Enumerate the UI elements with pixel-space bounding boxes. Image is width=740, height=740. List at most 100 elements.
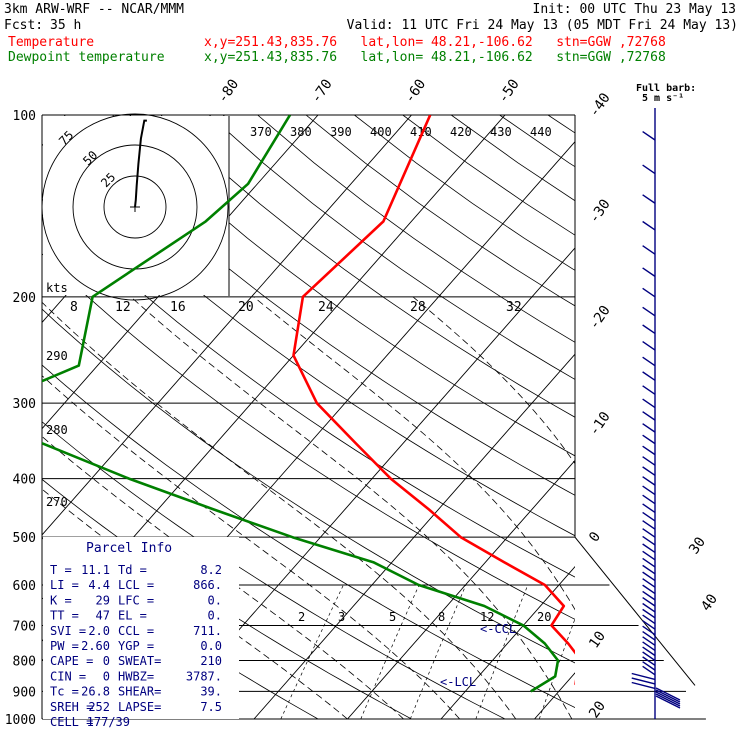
wind-barb <box>631 681 656 690</box>
dry-adiabat-line <box>42 364 575 709</box>
parcel-info-panel: Parcel Info T = 11.1 Td = 8.2 LI = 4.4 LCL = 866… <box>43 537 239 729</box>
wind-barb <box>642 485 656 496</box>
parcel-key: K = <box>50 593 72 607</box>
dry-adiabat-line <box>547 115 575 134</box>
isotherm-label: 10 <box>586 628 609 651</box>
wind-barb <box>642 456 656 466</box>
parcel-value: 0. <box>208 593 222 607</box>
legend-dewpoint-info: x,y=251.43,835.76 lat,lon= 48.21,-106.62… <box>204 50 666 65</box>
forecast-hours: 35 h <box>50 18 82 33</box>
mixing-ratio-label: 5 <box>389 610 396 624</box>
dry-adiabat-line <box>596 115 740 719</box>
isotherm-label: -30 <box>586 197 614 227</box>
forecast-label: Fcst: <box>4 18 44 33</box>
wind-barb <box>642 164 656 175</box>
isotherm-label: -70 <box>308 76 336 106</box>
parcel-key: SWEAT= <box>118 654 161 668</box>
hodograph-ring <box>41 113 229 301</box>
hodograph-speed-tick: 32 <box>506 300 522 315</box>
dry-adiabat-line <box>160 115 575 418</box>
wind-barb <box>642 578 656 588</box>
dry-adiabat-label: 270 <box>46 495 68 509</box>
pressure-tick-label: 600 <box>13 579 36 594</box>
parcel-value: 29 <box>96 593 110 607</box>
wind-barb <box>642 535 656 546</box>
mixing-ratio-line <box>597 585 642 719</box>
hodograph-speed-tick: 12 <box>115 300 131 315</box>
parcel-key: LCL = <box>118 578 154 592</box>
mixing-ratio-label: 12 <box>480 610 494 624</box>
wind-barb <box>631 677 656 685</box>
isotherm-line <box>440 566 575 719</box>
dry-adiabat-line <box>42 253 575 620</box>
wind-barb <box>642 543 656 554</box>
moist-adiabat-line <box>42 301 517 719</box>
wind-barb <box>642 220 656 231</box>
ccl-marker: <-CCL <box>480 622 516 636</box>
wind-barb <box>642 306 656 317</box>
mixing-ratio-line <box>360 584 420 719</box>
wind-barb <box>642 356 656 367</box>
parcel-value: 0 <box>103 669 110 683</box>
isotherm-label: -20 <box>586 303 614 333</box>
wind-barb <box>642 661 656 671</box>
wind-barb <box>655 689 681 703</box>
model-title: 3km ARW-WRF -- NCAR/MMM <box>4 2 185 17</box>
hodograph-speed-tick: 16 <box>170 300 186 315</box>
wind-barb <box>642 602 656 613</box>
isotherm-label: -50 <box>495 76 523 106</box>
wind-barb <box>642 503 656 514</box>
isotherm-line <box>722 115 740 719</box>
parcel-value: 866. <box>193 578 222 592</box>
theta-label: 400 <box>370 125 392 139</box>
pressure-tick-label: 700 <box>13 619 36 634</box>
dry-adiabat-line <box>305 115 575 307</box>
mixing-ratio-label: 2 <box>298 610 305 624</box>
theta-label: 370 <box>250 125 272 139</box>
parcel-key: SVI = <box>50 624 86 638</box>
pressure-tick-label: 400 <box>13 473 36 488</box>
wind-barb <box>642 636 656 646</box>
hodograph-speed-tick: 8 <box>70 300 78 315</box>
wind-barb <box>642 341 656 351</box>
isotherm-line <box>534 672 575 719</box>
init-time: Init: 00 UTC Thu 23 May 13 <box>532 2 737 17</box>
parcel-key: Td = <box>118 563 147 577</box>
theta-label: 440 <box>530 125 552 139</box>
parcel-key: SREH = <box>50 700 93 714</box>
wind-barb <box>642 571 656 582</box>
isotherm-label: 20 <box>586 698 609 721</box>
wind-barb <box>642 630 656 641</box>
dry-adiabat-label: 280 <box>46 423 68 437</box>
isotherm-line <box>160 247 575 719</box>
parcel-value: 252 <box>88 700 110 714</box>
theta-label: 410 <box>410 125 432 139</box>
pressure-tick-label: 500 <box>13 531 36 546</box>
theta-label: 380 <box>290 125 312 139</box>
wind-barb <box>655 693 681 707</box>
mixing-ratio-label: 20 <box>537 610 551 624</box>
hodograph-speed-tick: 24 <box>318 300 334 315</box>
isotherm-label: -40 <box>586 90 614 120</box>
parcel-key: CELL = <box>50 715 93 729</box>
wind-barb <box>642 371 656 381</box>
dry-adiabat-line <box>499 115 575 168</box>
pressure-tick-label: 300 <box>13 397 36 412</box>
wind-barb <box>642 520 656 530</box>
wind-barb <box>642 656 656 666</box>
wind-barb <box>642 646 656 657</box>
parcel-key: EL = <box>118 609 147 623</box>
wind-barb <box>642 651 656 662</box>
wind-barb <box>655 687 681 701</box>
isotherm-label: 30 <box>686 534 709 557</box>
parcel-key: LFC = <box>118 593 154 607</box>
wind-barb <box>642 584 656 595</box>
wind-barb <box>642 411 656 421</box>
dry-adiabat-line <box>112 115 575 457</box>
wind-barb <box>642 423 656 433</box>
parcel-value: 3787. <box>186 669 222 683</box>
parcel-value: 39. <box>200 685 222 699</box>
hodograph-speed-tick: 20 <box>238 300 254 315</box>
